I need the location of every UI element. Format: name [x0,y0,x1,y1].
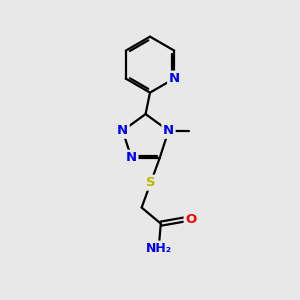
Text: N: N [126,151,137,164]
Text: NH₂: NH₂ [146,242,172,255]
Text: N: N [169,72,180,85]
Text: N: N [117,124,128,137]
Text: S: S [146,176,155,189]
Text: N: N [163,124,174,137]
Text: O: O [185,213,196,226]
